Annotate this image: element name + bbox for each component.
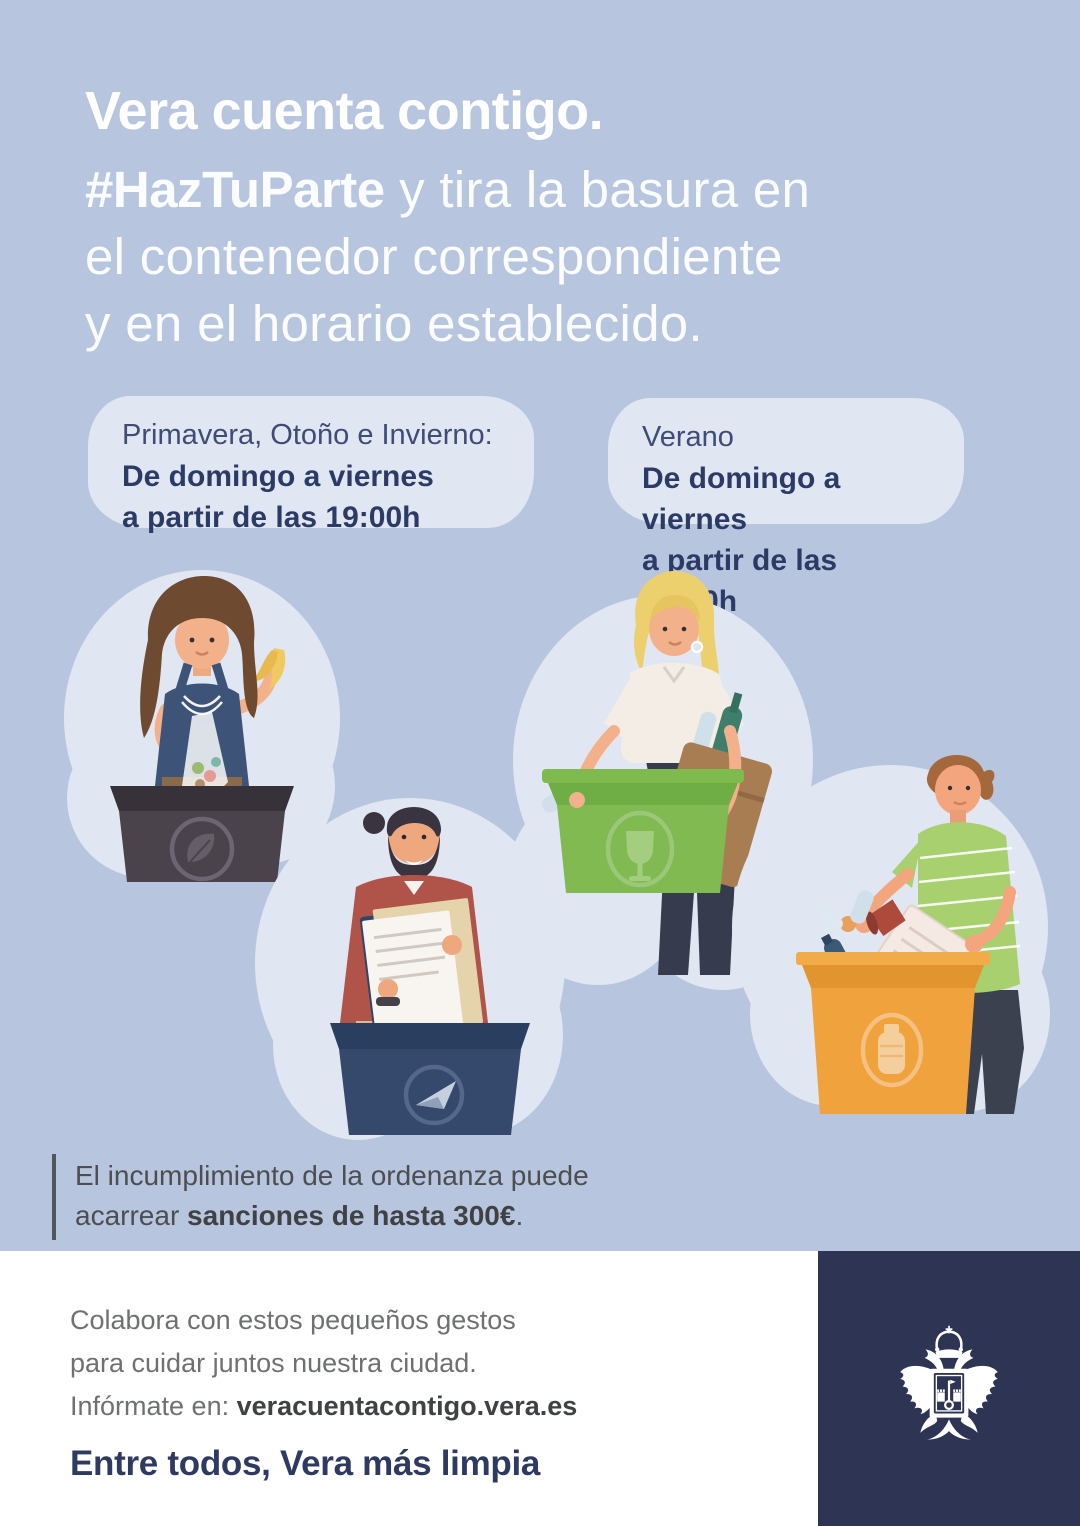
warning-line1: El incumplimiento de la ordenanza puede [75, 1160, 589, 1191]
wine-glass-icon [605, 810, 675, 888]
subtitle-line3: y en el horario establecido. [85, 295, 703, 353]
title-block: Vera cuenta contigo. #HazTuParte y tira … [85, 82, 1035, 357]
illustration-plastic-scene [712, 742, 1057, 1117]
crest-panel [818, 1251, 1080, 1526]
fine-amount: sanciones de hasta 300€ [187, 1200, 516, 1231]
subtitle-line1: #HazTuParte y tira la basura en [85, 161, 811, 219]
warning-text: El incumplimiento de la ordenanza puede … [52, 1154, 589, 1240]
slogan: Entre todos, Vera más limpia [70, 1444, 541, 1483]
paper-bin [330, 1023, 530, 1135]
schedule-days: De domingo a viernes [642, 462, 841, 536]
footer-line2: para cuidar juntos nuestra ciudad. [70, 1348, 477, 1378]
banana-peel [250, 648, 286, 690]
footer-info-line: Infórmate en: veracuentacontigo.vera.es [70, 1391, 578, 1421]
page-title: Vera cuenta contigo. [85, 81, 604, 141]
glass-bin [542, 769, 744, 893]
paper-stack [359, 898, 483, 1050]
schedule-season-label: Verano [642, 421, 734, 453]
footer-line1: Colabora con estos pequeños gestos [70, 1305, 516, 1335]
subtitle-line2: el contenedor correspondiente [85, 228, 783, 286]
hero-section: Vera cuenta contigo. #HazTuParte y tira … [0, 0, 1080, 1251]
illustration-organic-scene [52, 548, 342, 893]
organic-bin [110, 786, 294, 882]
website-url: veracuentacontigo.vera.es [236, 1391, 578, 1421]
schedule-box-winter: Primavera, Otoño e Invierno: De domingo … [88, 396, 534, 534]
schedule-season-label: Primavera, Otoño e Invierno: [122, 419, 493, 451]
paper-plane-icon [403, 1064, 465, 1126]
plastic-bin [796, 952, 990, 1114]
person-man-paper [340, 807, 488, 1113]
compost-bag [182, 712, 228, 796]
leaf-icon [169, 816, 235, 882]
schedule-time: a partir de las 19:00h [122, 501, 421, 534]
footer-text: Colabora con estos pequeños gestos para … [70, 1299, 577, 1484]
warning-line2: acarrear sanciones de hasta 300€. [75, 1200, 524, 1231]
footer-section: Colabora con estos pequeños gestos para … [0, 1251, 1080, 1526]
schedule-days: De domingo a viernes [122, 460, 434, 493]
person-woman-organic [140, 576, 286, 796]
subtitle: #HazTuParte y tira la basura en el conte… [85, 156, 1035, 357]
schedule-box-summer: Verano De domingo a viernes a partir de … [608, 398, 964, 618]
hashtag: #HazTuParte [85, 161, 385, 219]
illustration-paper-scene [238, 783, 583, 1153]
plastic-bottle-icon [860, 1012, 924, 1088]
illustration-glass-scene [478, 555, 828, 1015]
vera-coat-of-arms-icon [900, 1325, 998, 1440]
